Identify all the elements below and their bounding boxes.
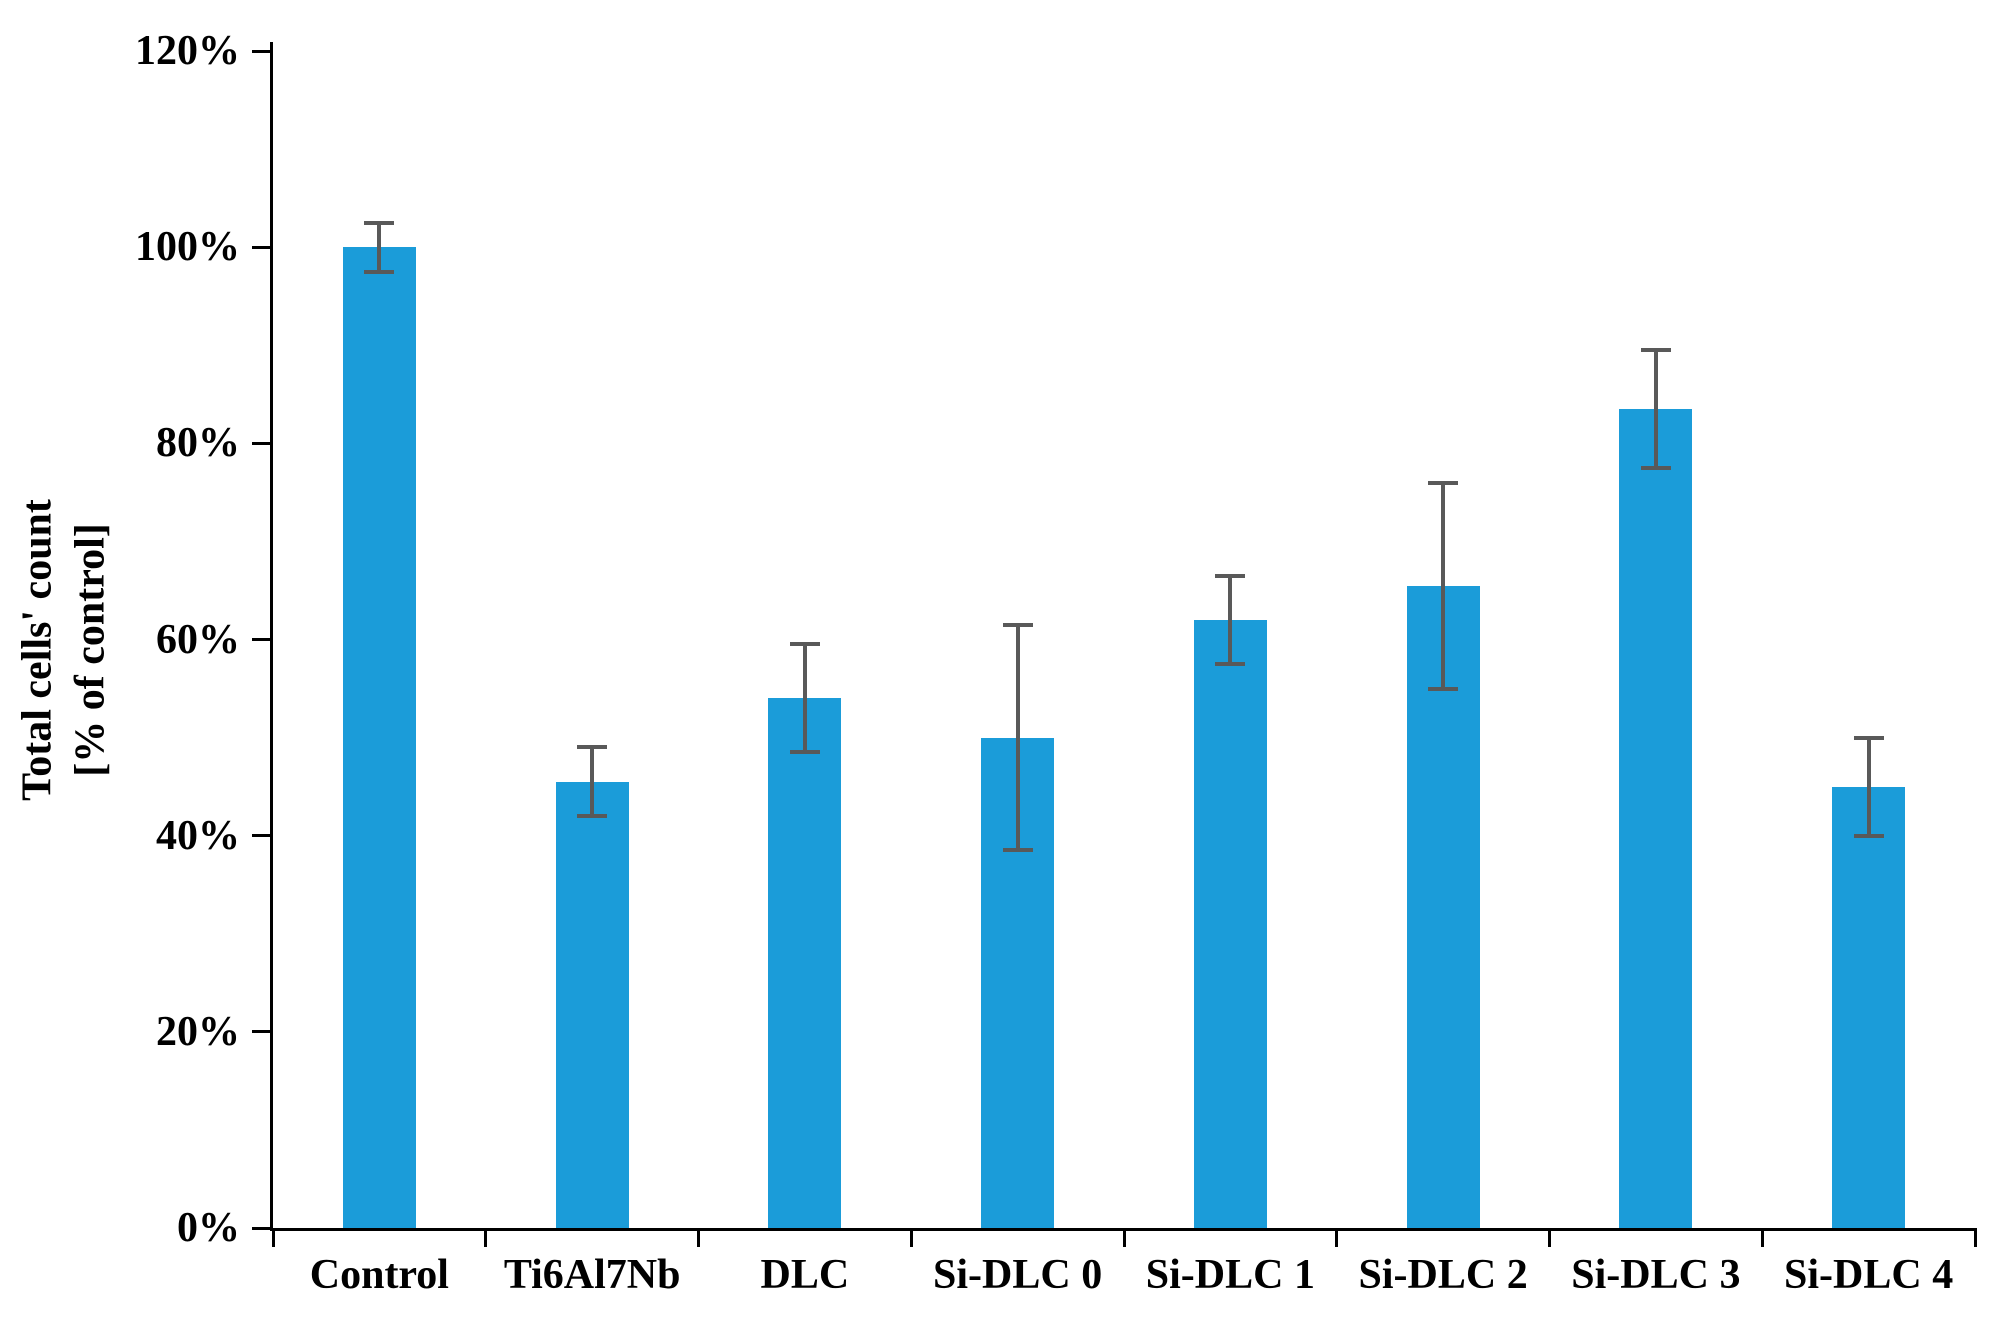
error-bar-cap-bottom-si-dlc-2 <box>1428 686 1459 691</box>
error-bar-cap-bottom-si-dlc-3 <box>1640 465 1671 470</box>
bar-ti6al7nb <box>555 781 629 1228</box>
bar-si-dlc-1 <box>1193 619 1267 1228</box>
bar-dlc <box>768 698 842 1228</box>
y-tick-label: 80% <box>156 420 240 467</box>
y-tick-mark <box>252 1226 270 1230</box>
error-bar-cap-top-dlc <box>789 642 820 647</box>
y-axis-line <box>270 42 273 1231</box>
x-tick-mark <box>1548 1228 1551 1247</box>
error-bar-cap-bottom-si-dlc-1 <box>1215 662 1246 667</box>
x-category-label-si-dlc-2: Si-DLC 2 <box>1358 1252 1528 1298</box>
x-category-label-si-dlc-0: Si-DLC 0 <box>933 1252 1103 1298</box>
y-tick-mark <box>252 834 270 838</box>
y-tick-mark <box>252 245 270 249</box>
y-tick-label: 120% <box>135 28 240 74</box>
x-tick-mark <box>1335 1228 1339 1247</box>
error-bar-cap-bottom-si-dlc-0 <box>1002 848 1033 853</box>
x-category-label-ti6al7nb: Ti6Al7Nb <box>503 1252 681 1298</box>
x-tick-mark <box>271 1228 275 1247</box>
error-bar-line-si-dlc-0 <box>1015 624 1020 851</box>
error-bar-cap-top-si-dlc-4 <box>1853 735 1884 740</box>
error-bar-line-si-dlc-2 <box>1441 482 1446 689</box>
error-bar-cap-bottom-si-dlc-4 <box>1853 833 1884 838</box>
x-tick-mark <box>1973 1228 1977 1247</box>
bar-si-dlc-2 <box>1406 585 1480 1228</box>
x-category-label-si-dlc-1: Si-DLC 1 <box>1145 1252 1315 1298</box>
error-bar-cap-bottom-control <box>364 269 395 274</box>
y-tick-label: 0% <box>177 1205 240 1251</box>
error-bar-line-ti6al7nb <box>590 747 595 817</box>
y-tick-mark <box>252 1030 270 1034</box>
x-tick-mark <box>909 1228 913 1247</box>
x-tick-mark <box>1122 1228 1126 1247</box>
x-tick-mark <box>697 1228 700 1247</box>
error-bar-line-dlc <box>802 644 807 753</box>
y-tick-mark <box>252 638 270 641</box>
error-bar-line-si-dlc-1 <box>1228 575 1233 664</box>
error-bar-cap-top-si-dlc-3 <box>1640 348 1671 353</box>
error-bar-cap-top-si-dlc-0 <box>1002 622 1033 627</box>
bar-si-dlc-3 <box>1619 409 1693 1228</box>
error-bar-line-si-dlc-4 <box>1866 737 1871 836</box>
y-tick-label: 20% <box>156 1008 240 1055</box>
x-tick-mark <box>484 1228 488 1247</box>
y-tick-label: 60% <box>156 616 240 663</box>
x-category-label-dlc: DLC <box>760 1252 850 1298</box>
error-bar-cap-top-si-dlc-1 <box>1215 573 1246 578</box>
x-tick-mark <box>1760 1228 1764 1247</box>
y-tick-label: 100% <box>135 224 240 271</box>
error-bar-line-control <box>377 222 382 272</box>
error-bar-cap-top-ti6al7nb <box>577 745 608 750</box>
error-bar-cap-bottom-dlc <box>789 750 820 755</box>
x-category-label-si-dlc-4: Si-DLC 4 <box>1784 1252 1954 1298</box>
y-tick-label: 40% <box>156 812 240 859</box>
bar-si-dlc-4 <box>1832 786 1906 1228</box>
y-tick-mark <box>252 49 270 53</box>
error-bar-cap-bottom-ti6al7nb <box>577 814 608 819</box>
x-category-label-control: Control <box>309 1252 449 1298</box>
y-tick-mark <box>252 441 270 445</box>
bar-control <box>342 247 416 1228</box>
x-category-label-si-dlc-3: Si-DLC 3 <box>1571 1252 1741 1298</box>
error-bar-line-si-dlc-3 <box>1653 350 1658 468</box>
error-bar-cap-top-si-dlc-2 <box>1428 480 1459 485</box>
error-bar-cap-top-control <box>364 220 395 225</box>
